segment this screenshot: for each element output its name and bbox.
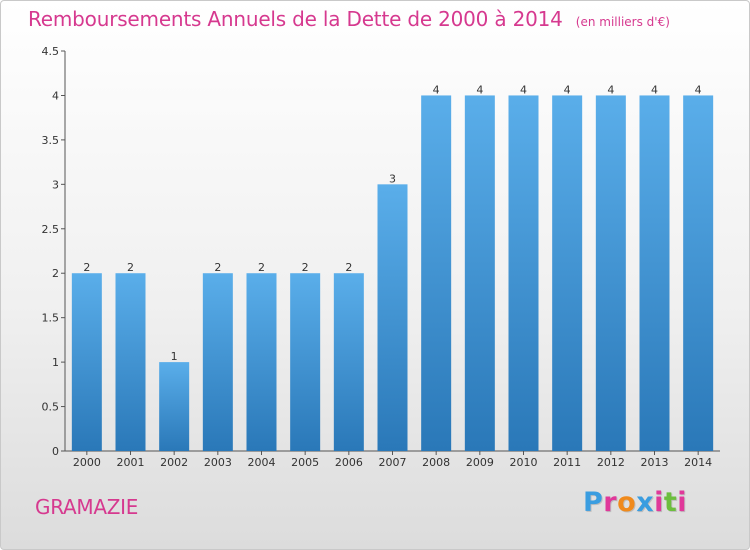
y-tick-label: 3 — [52, 178, 59, 191]
data-label: 4 — [651, 83, 658, 96]
x-tick-label: 2003 — [204, 456, 232, 469]
data-label: 4 — [520, 83, 527, 96]
data-label: 4 — [476, 83, 483, 96]
bar — [377, 184, 408, 452]
bar — [159, 362, 190, 451]
x-tick-label: 2004 — [248, 456, 276, 469]
bar — [246, 273, 277, 451]
y-tick-label: 4 — [52, 89, 59, 102]
bars — [71, 95, 714, 452]
bar — [290, 273, 321, 451]
x-tick-label: 2010 — [510, 456, 538, 469]
y-tick-label: 1 — [52, 356, 59, 369]
logo-letter: i — [677, 487, 688, 518]
data-label: 2 — [302, 261, 309, 274]
data-label: 2 — [214, 261, 221, 274]
bar — [595, 95, 626, 451]
x-tick-label: 2005 — [291, 456, 319, 469]
x-tick-label: 2011 — [553, 456, 581, 469]
logo-letter: r — [603, 487, 618, 518]
commune-name: GRAMAZIE — [35, 495, 139, 519]
bar — [333, 273, 364, 451]
logo-letter: t — [663, 487, 678, 518]
bar — [464, 95, 495, 451]
x-tick-label: 2014 — [684, 456, 712, 469]
bar — [71, 273, 102, 451]
x-tick-label: 2007 — [379, 456, 407, 469]
chart-title-row: Remboursements Annuels de la Dette de 20… — [28, 7, 670, 31]
data-label: 3 — [389, 172, 396, 185]
data-label: 2 — [258, 261, 265, 274]
logo-letter: P — [583, 487, 604, 518]
data-label: 4 — [607, 83, 614, 96]
y-tick-label: 2 — [52, 267, 59, 280]
data-label: 2 — [127, 261, 134, 274]
x-tick-label: 2013 — [641, 456, 669, 469]
labels: 2000 2 2001 2 2002 1 2003 2 2004 2 2005 2 2006 2 2007 3… — [73, 83, 712, 469]
y-tick-label: 0.5 — [42, 401, 60, 414]
y-tick-label: 4.5 — [42, 45, 60, 58]
bar — [683, 95, 714, 451]
chart-unit: (en milliers d'€) — [575, 15, 670, 29]
x-tick-label: 2000 — [73, 456, 101, 469]
bar — [115, 273, 146, 451]
logo-letter: o — [617, 487, 637, 518]
proxiti-logo[interactable]: Proxiti — [583, 487, 687, 518]
x-tick-label: 2006 — [335, 456, 363, 469]
bar — [508, 95, 539, 451]
bar — [202, 273, 233, 451]
data-label: 4 — [433, 83, 440, 96]
x-tick-label: 2012 — [597, 456, 625, 469]
x-tick-label: 2008 — [422, 456, 450, 469]
data-label: 2 — [345, 261, 352, 274]
logo-letter: i — [654, 487, 664, 518]
logo-letter: x — [636, 487, 655, 518]
data-label: 2 — [83, 261, 90, 274]
y-tick-label: 3.5 — [42, 134, 60, 147]
bar — [552, 95, 583, 451]
data-label: 4 — [564, 83, 571, 96]
bar — [639, 95, 670, 451]
y-tick-label: 0 — [52, 445, 59, 458]
y-tick-label: 2.5 — [42, 223, 60, 236]
data-label: 4 — [695, 83, 702, 96]
data-label: 1 — [171, 350, 178, 363]
x-tick-label: 2001 — [117, 456, 145, 469]
y-tick-label: 1.5 — [42, 312, 60, 325]
x-tick-label: 2009 — [466, 456, 494, 469]
chart-title: Remboursements Annuels de la Dette de 20… — [28, 7, 563, 31]
x-tick-label: 2002 — [160, 456, 188, 469]
bar — [421, 95, 452, 451]
